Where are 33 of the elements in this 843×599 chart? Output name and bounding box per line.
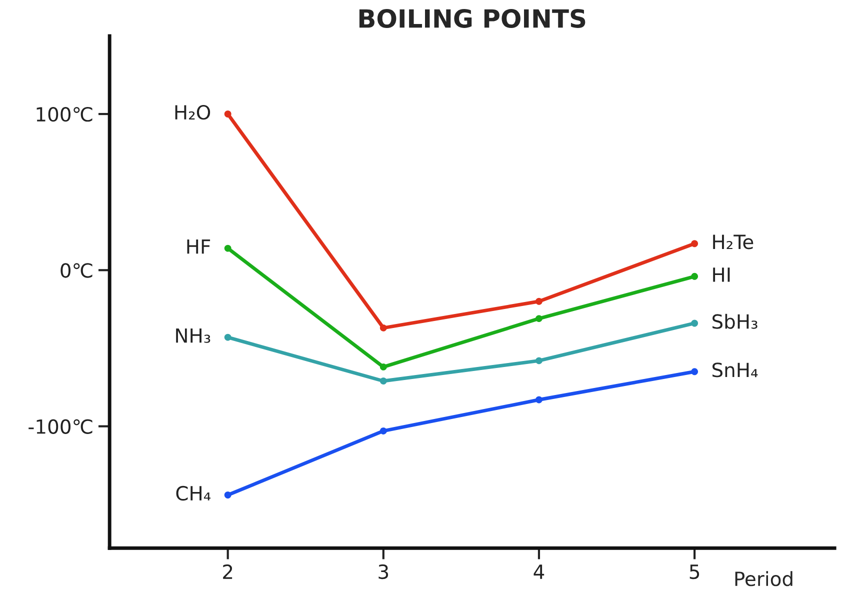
point [691, 240, 698, 248]
point [224, 110, 232, 118]
point [536, 396, 542, 404]
series-label: HF [187, 239, 210, 254]
x-tick-label: 2 [223, 564, 232, 579]
y-tick-label: 0℃ [60, 263, 92, 278]
annotation: SbH₃ [712, 314, 758, 329]
series-label: H₂O [175, 104, 210, 120]
x-tick-label: 4 [534, 564, 544, 579]
point [224, 244, 232, 252]
annotation: HI [713, 268, 730, 282]
chart-title: BOILING POINTS [359, 9, 586, 28]
point [691, 272, 698, 280]
point [380, 378, 387, 384]
point [536, 357, 542, 364]
point [380, 428, 387, 434]
point [380, 363, 387, 370]
point [224, 492, 232, 498]
point [380, 324, 387, 332]
point [536, 298, 542, 305]
y-tick-label: -100℃ [28, 419, 92, 434]
point [691, 368, 698, 376]
annotation: H₂Te [713, 234, 754, 250]
point [224, 334, 232, 341]
point [691, 320, 698, 327]
point [536, 315, 542, 322]
annotation: SnH₄ [712, 362, 758, 378]
x-tick-label: 3 [378, 564, 388, 580]
series-label: CH₄ [176, 486, 211, 501]
x-tick-label: 5 [690, 564, 700, 580]
series-label: NH₃ [176, 328, 210, 343]
y-tick-label: 100℃ [36, 106, 92, 122]
x-axis-title: Period [735, 571, 792, 586]
